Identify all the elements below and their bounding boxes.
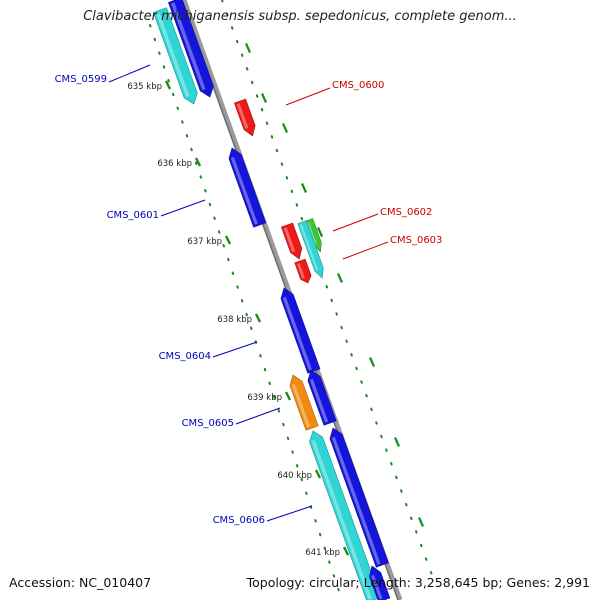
map-title: Clavibacter michiganensis subsp. sepedon… — [83, 9, 517, 24]
gene-CMS_0606[interactable] — [309, 430, 381, 600]
kbp-tick-label: 639 kbp — [247, 393, 282, 403]
kbp-tick-label: 635 kbp — [127, 82, 162, 92]
gene-label-CMS_0599[interactable]: CMS_0599 — [55, 74, 107, 85]
gene-label-CMS_0606[interactable]: CMS_0606 — [213, 515, 265, 526]
gene-CMS_0602b[interactable] — [297, 220, 324, 279]
ruler-dash-right — [244, 43, 252, 53]
ruler-dash-right — [368, 357, 376, 367]
ruler-track-right — [221, 0, 433, 576]
ruler-dash-right — [393, 437, 401, 447]
gene-leader-CMS_0604 — [212, 341, 258, 358]
gene-leader-CMS_0605 — [235, 407, 281, 425]
gene-label-CMS_0603[interactable]: CMS_0603 — [390, 235, 442, 246]
gene-CMS_0606b[interactable] — [329, 427, 389, 568]
accession-text: Accession: NC_010407 — [9, 575, 152, 590]
gene-leader-CMS_0600 — [285, 87, 331, 106]
genome-summary-text: Topology: circular; Length: 3,258,645 bp… — [246, 575, 590, 590]
ruler-dash-right — [300, 183, 308, 193]
gene-CMS_0601[interactable] — [228, 147, 267, 228]
gene-CMS_0599b-highlight — [171, 2, 206, 91]
ruler-dash-right — [316, 227, 324, 237]
ruler-dash-right — [260, 93, 268, 103]
gene-CMS_0605b-highlight — [309, 378, 329, 423]
gene-CMS_0603-highlight — [283, 227, 296, 252]
gene-CMS_0604[interactable] — [280, 287, 321, 374]
ruler-dash-right — [336, 273, 344, 283]
gene-leader-CMS_0603 — [342, 241, 389, 260]
gene-CMS_0603[interactable] — [280, 222, 303, 260]
ruler-track-left — [149, 24, 343, 600]
gene-label-CMS_0602[interactable]: CMS_0602 — [380, 207, 432, 218]
gene-CMS_0606b-highlight — [331, 436, 381, 565]
kbp-tick-label: 640 kbp — [277, 471, 312, 481]
ruler-dash-right — [417, 517, 425, 527]
kbp-tick-label: 641 kbp — [305, 548, 340, 558]
kbp-tick-mark — [342, 546, 350, 556]
gene-CMS_0604-highlight — [282, 296, 312, 371]
gene-label-CMS_0600[interactable]: CMS_0600 — [332, 80, 384, 91]
gene-CMS_0601-highlight — [230, 156, 258, 225]
gene-label-CMS_0601[interactable]: CMS_0601 — [107, 210, 159, 221]
gene-CMS_0605b[interactable] — [307, 369, 337, 426]
gene-CMS_0599b[interactable] — [168, 0, 214, 98]
ruler-dash-right — [281, 123, 289, 133]
gene-CMS_0599-highlight — [156, 12, 190, 98]
gene-CMS_0607[interactable] — [369, 565, 391, 600]
gene-CMS_0603b-highlight — [297, 263, 305, 279]
gene-CMS_0603b[interactable] — [294, 258, 312, 284]
gene-CMS_0605[interactable] — [289, 374, 319, 431]
gene-leader-CMS_0606 — [266, 505, 313, 522]
kbp-tick-mark — [254, 313, 262, 323]
gene-leader-CMS_0602 — [332, 213, 379, 232]
kbp-tick-label: 638 kbp — [217, 315, 252, 325]
kbp-tick-label: 636 kbp — [157, 159, 192, 169]
gene-CMS_0605-highlight — [291, 383, 311, 428]
kbp-tick-mark — [284, 391, 292, 401]
gene-CMS_0602-highlight — [307, 222, 317, 245]
kbp-tick-mark — [224, 235, 232, 245]
kbp-tick-mark — [164, 80, 172, 90]
gene-leader-CMS_0599 — [108, 64, 151, 83]
kbp-tick-mark — [314, 469, 322, 479]
gene-CMS_0606-highlight — [311, 439, 372, 600]
gene-CMS_0599[interactable] — [153, 7, 198, 105]
gene-CMS_0600[interactable] — [233, 98, 256, 137]
gene-label-CMS_0605[interactable]: CMS_0605 — [182, 418, 234, 429]
gene-label-CMS_0604[interactable]: CMS_0604 — [159, 351, 211, 362]
gene-CMS_0602b-highlight — [299, 224, 319, 271]
gene-leader-CMS_0601 — [160, 199, 206, 217]
kbp-tick-mark — [194, 157, 202, 167]
gene-CMS_0607-highlight — [371, 574, 383, 600]
gene-CMS_0600-highlight — [236, 103, 249, 129]
kbp-tick-label: 637 kbp — [187, 237, 222, 247]
